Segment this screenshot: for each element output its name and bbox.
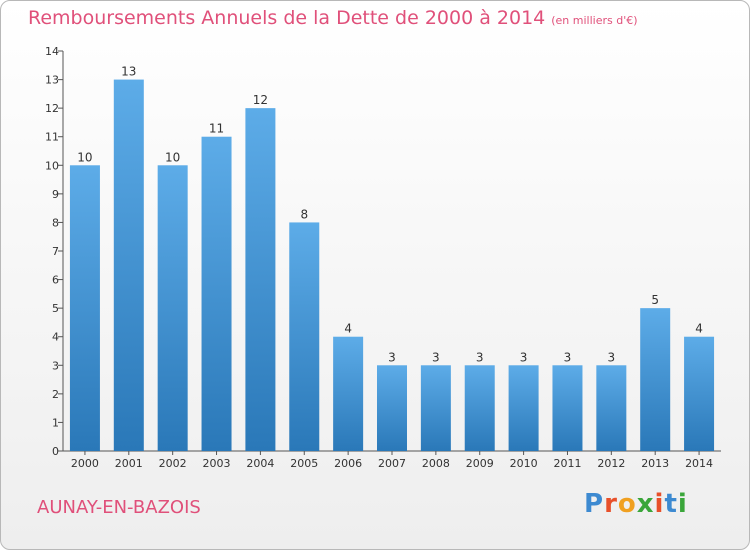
data-label-2009: 3 xyxy=(476,350,484,364)
y-tick-label: 10 xyxy=(45,159,59,172)
data-label-2013: 5 xyxy=(651,293,659,307)
logo-letter: P xyxy=(584,489,605,519)
y-tick-label: 13 xyxy=(45,74,59,87)
unit-note: (en milliers d'€) xyxy=(551,14,638,27)
x-tick-label-2002: 2002 xyxy=(159,457,187,470)
x-tick-label-2013: 2013 xyxy=(641,457,669,470)
x-tick-label-2001: 2001 xyxy=(115,457,143,470)
x-tick-label-2000: 2000 xyxy=(71,457,99,470)
data-label-2010: 3 xyxy=(520,350,528,364)
y-tick-label: 0 xyxy=(52,445,59,458)
bar-2011 xyxy=(552,365,583,451)
logo-letter: t xyxy=(664,489,678,519)
data-label-2004: 12 xyxy=(253,93,268,107)
data-label-2005: 8 xyxy=(300,207,308,221)
data-label-2008: 3 xyxy=(432,350,440,364)
data-label-2006: 4 xyxy=(344,322,352,336)
x-tick-label-2003: 2003 xyxy=(203,457,231,470)
logo-letter: i xyxy=(654,489,665,519)
data-label-2003: 11 xyxy=(209,122,224,136)
bars: 10 2000 13 2001 10 2002 11 2003 12 2004 8 2005 4 2006… xyxy=(69,65,715,470)
bar-2001 xyxy=(113,79,144,452)
y-tick-label: 8 xyxy=(52,216,59,229)
bar-2005 xyxy=(289,222,320,451)
bar-2002 xyxy=(157,165,188,452)
y-tick-label: 5 xyxy=(52,302,59,315)
logo-letter: x xyxy=(636,489,655,519)
y-tick-label: 14 xyxy=(45,45,59,58)
data-label-2007: 3 xyxy=(388,350,396,364)
x-tick-label-2011: 2011 xyxy=(553,457,581,470)
data-label-2011: 3 xyxy=(564,350,572,364)
y-tick-label: 9 xyxy=(52,188,59,201)
data-label-2014: 4 xyxy=(695,322,703,336)
data-label-2000: 10 xyxy=(77,150,92,164)
y-tick-label: 4 xyxy=(52,331,59,344)
bar-2014 xyxy=(684,336,715,451)
x-tick-label-2009: 2009 xyxy=(466,457,494,470)
commune-name: AUNAY-EN-BAZOIS xyxy=(37,497,201,518)
data-label-2001: 13 xyxy=(121,65,136,79)
y-tick-label: 2 xyxy=(52,388,59,401)
logo-letter: r xyxy=(604,489,618,519)
x-tick-label-2004: 2004 xyxy=(246,457,274,470)
bar-2003 xyxy=(201,136,232,451)
y-tick-label: 3 xyxy=(52,359,59,372)
bar-2013 xyxy=(640,308,671,451)
y-tick-label: 6 xyxy=(52,274,59,287)
x-tick-label-2012: 2012 xyxy=(597,457,625,470)
logo-letter: o xyxy=(617,489,637,519)
y-tick-label: 7 xyxy=(52,245,59,258)
x-tick-label-2008: 2008 xyxy=(422,457,450,470)
data-label-2002: 10 xyxy=(165,150,180,164)
proxiti-logo: Proxiti xyxy=(584,489,688,519)
bar-2012 xyxy=(596,365,627,451)
y-tick-label: 12 xyxy=(45,102,59,115)
x-tick-label-2005: 2005 xyxy=(290,457,318,470)
y-tick-label: 1 xyxy=(52,416,59,429)
y-tick-label: 11 xyxy=(45,131,59,144)
bar-2007 xyxy=(377,365,407,451)
bar-2010 xyxy=(508,365,539,451)
logo-letter: i xyxy=(677,489,688,519)
x-tick-label-2014: 2014 xyxy=(685,457,713,470)
x-tick-label-2007: 2007 xyxy=(378,457,406,470)
bar-2006 xyxy=(333,336,364,451)
bar-2009 xyxy=(464,365,495,451)
x-tick-label-2006: 2006 xyxy=(334,457,362,470)
data-label-2012: 3 xyxy=(608,350,616,364)
bar-2000 xyxy=(69,165,100,452)
chart-title-text: Remboursements Annuels de la Dette de 20… xyxy=(28,7,546,29)
chart-title: Remboursements Annuels de la Dette de 20… xyxy=(28,7,638,29)
bar-2004 xyxy=(245,108,276,452)
bar-2008 xyxy=(420,365,451,451)
x-tick-label-2010: 2010 xyxy=(510,457,538,470)
